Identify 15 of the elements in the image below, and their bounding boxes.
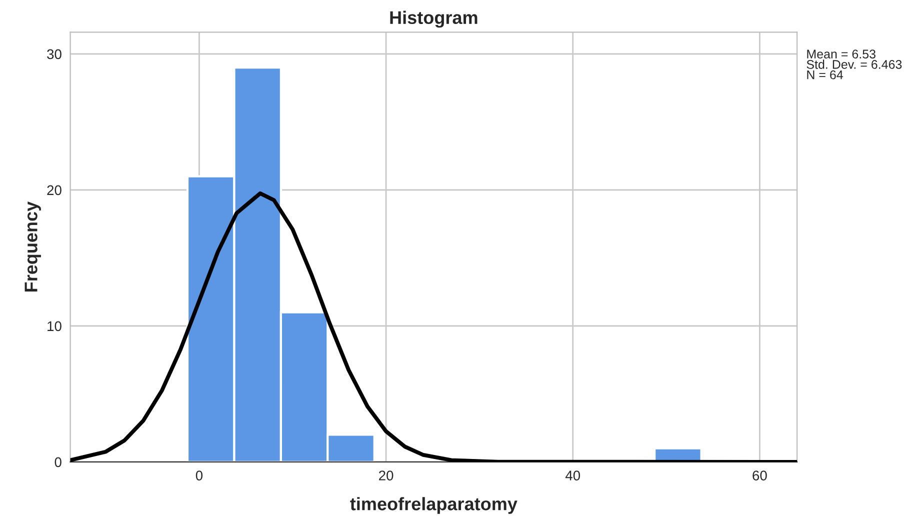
- x-tick-label: 20: [379, 470, 394, 480]
- x-tick-label: 60: [752, 470, 767, 480]
- y-tick-label: 0: [54, 457, 62, 468]
- text: N = 64: [807, 70, 843, 80]
- y-tick-label: 30: [47, 49, 62, 60]
- chart-title: Histogram: [390, 10, 478, 28]
- y-axis-title: Frequency: [24, 201, 41, 292]
- x-tick-label: 40: [565, 470, 580, 480]
- x-axis-title: timeofrelaparatomy: [350, 497, 518, 514]
- x-tick-label: 0: [196, 470, 203, 480]
- text: Std. Dev. = 6.463: [806, 60, 902, 69]
- text: Mean = 6.53: [807, 50, 876, 58]
- y-tick-label: 20: [47, 185, 62, 196]
- line-series: [70, 191, 798, 462]
- y-tick-label: 10: [48, 321, 62, 332]
